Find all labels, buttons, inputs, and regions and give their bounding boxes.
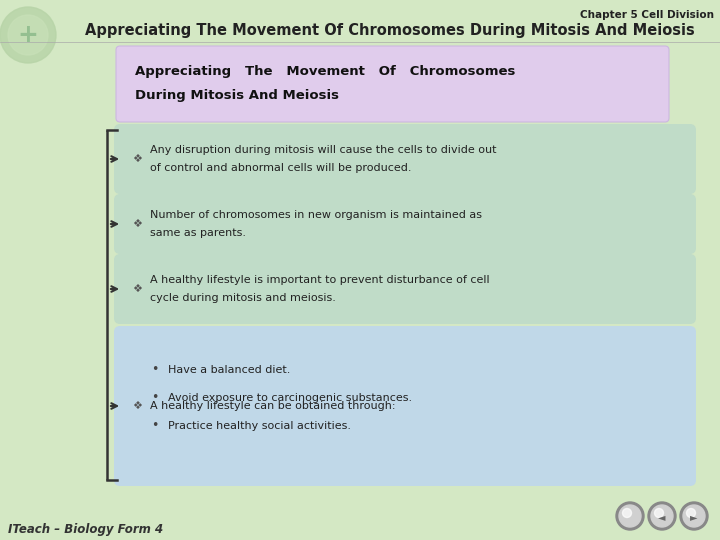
Text: ◄: ◄ [658, 512, 666, 522]
Circle shape [0, 7, 56, 63]
Text: Practice healthy social activities.: Practice healthy social activities. [168, 421, 351, 431]
Text: •: • [151, 363, 158, 376]
Text: ❖: ❖ [132, 401, 142, 411]
Text: ITeach – Biology Form 4: ITeach – Biology Form 4 [8, 523, 163, 537]
FancyBboxPatch shape [116, 46, 669, 122]
Text: Have a balanced diet.: Have a balanced diet. [168, 365, 290, 375]
Circle shape [680, 502, 708, 530]
Circle shape [8, 15, 48, 55]
Circle shape [654, 509, 664, 517]
FancyBboxPatch shape [114, 254, 696, 324]
Text: Chapter 5 Cell Division: Chapter 5 Cell Division [580, 10, 714, 20]
FancyBboxPatch shape [114, 124, 696, 194]
Text: Number of chromosomes in new organism is maintained as: Number of chromosomes in new organism is… [150, 210, 482, 220]
Text: Appreciating The Movement Of Chromosomes During Mitosis And Meiosis: Appreciating The Movement Of Chromosomes… [85, 23, 695, 37]
Text: Avoid exposure to carcinogenic substances.: Avoid exposure to carcinogenic substance… [168, 393, 412, 403]
Text: ►: ► [690, 512, 698, 522]
Text: ❖: ❖ [132, 284, 142, 294]
Text: +: + [17, 23, 38, 47]
Text: Appreciating   The   Movement   Of   Chromosomes: Appreciating The Movement Of Chromosomes [135, 65, 516, 78]
Circle shape [623, 509, 631, 517]
Text: During Mitosis And Meiosis: During Mitosis And Meiosis [135, 90, 339, 103]
Text: •: • [151, 392, 158, 404]
Text: A healthy lifestyle can be obtained through:: A healthy lifestyle can be obtained thro… [150, 401, 395, 411]
Text: A healthy lifestyle is important to prevent disturbance of cell: A healthy lifestyle is important to prev… [150, 275, 490, 285]
FancyBboxPatch shape [114, 326, 696, 486]
FancyBboxPatch shape [114, 194, 696, 254]
Text: ❖: ❖ [132, 154, 142, 164]
Circle shape [683, 505, 705, 527]
Text: •: • [151, 420, 158, 433]
Circle shape [619, 505, 641, 527]
Text: of control and abnormal cells will be produced.: of control and abnormal cells will be pr… [150, 163, 412, 173]
Circle shape [651, 505, 673, 527]
Circle shape [616, 502, 644, 530]
Circle shape [648, 502, 676, 530]
Text: same as parents.: same as parents. [150, 228, 246, 238]
Text: cycle during mitosis and meiosis.: cycle during mitosis and meiosis. [150, 293, 336, 303]
Text: Any disruption during mitosis will cause the cells to divide out: Any disruption during mitosis will cause… [150, 145, 497, 155]
Circle shape [686, 509, 696, 517]
Text: ❖: ❖ [132, 219, 142, 229]
